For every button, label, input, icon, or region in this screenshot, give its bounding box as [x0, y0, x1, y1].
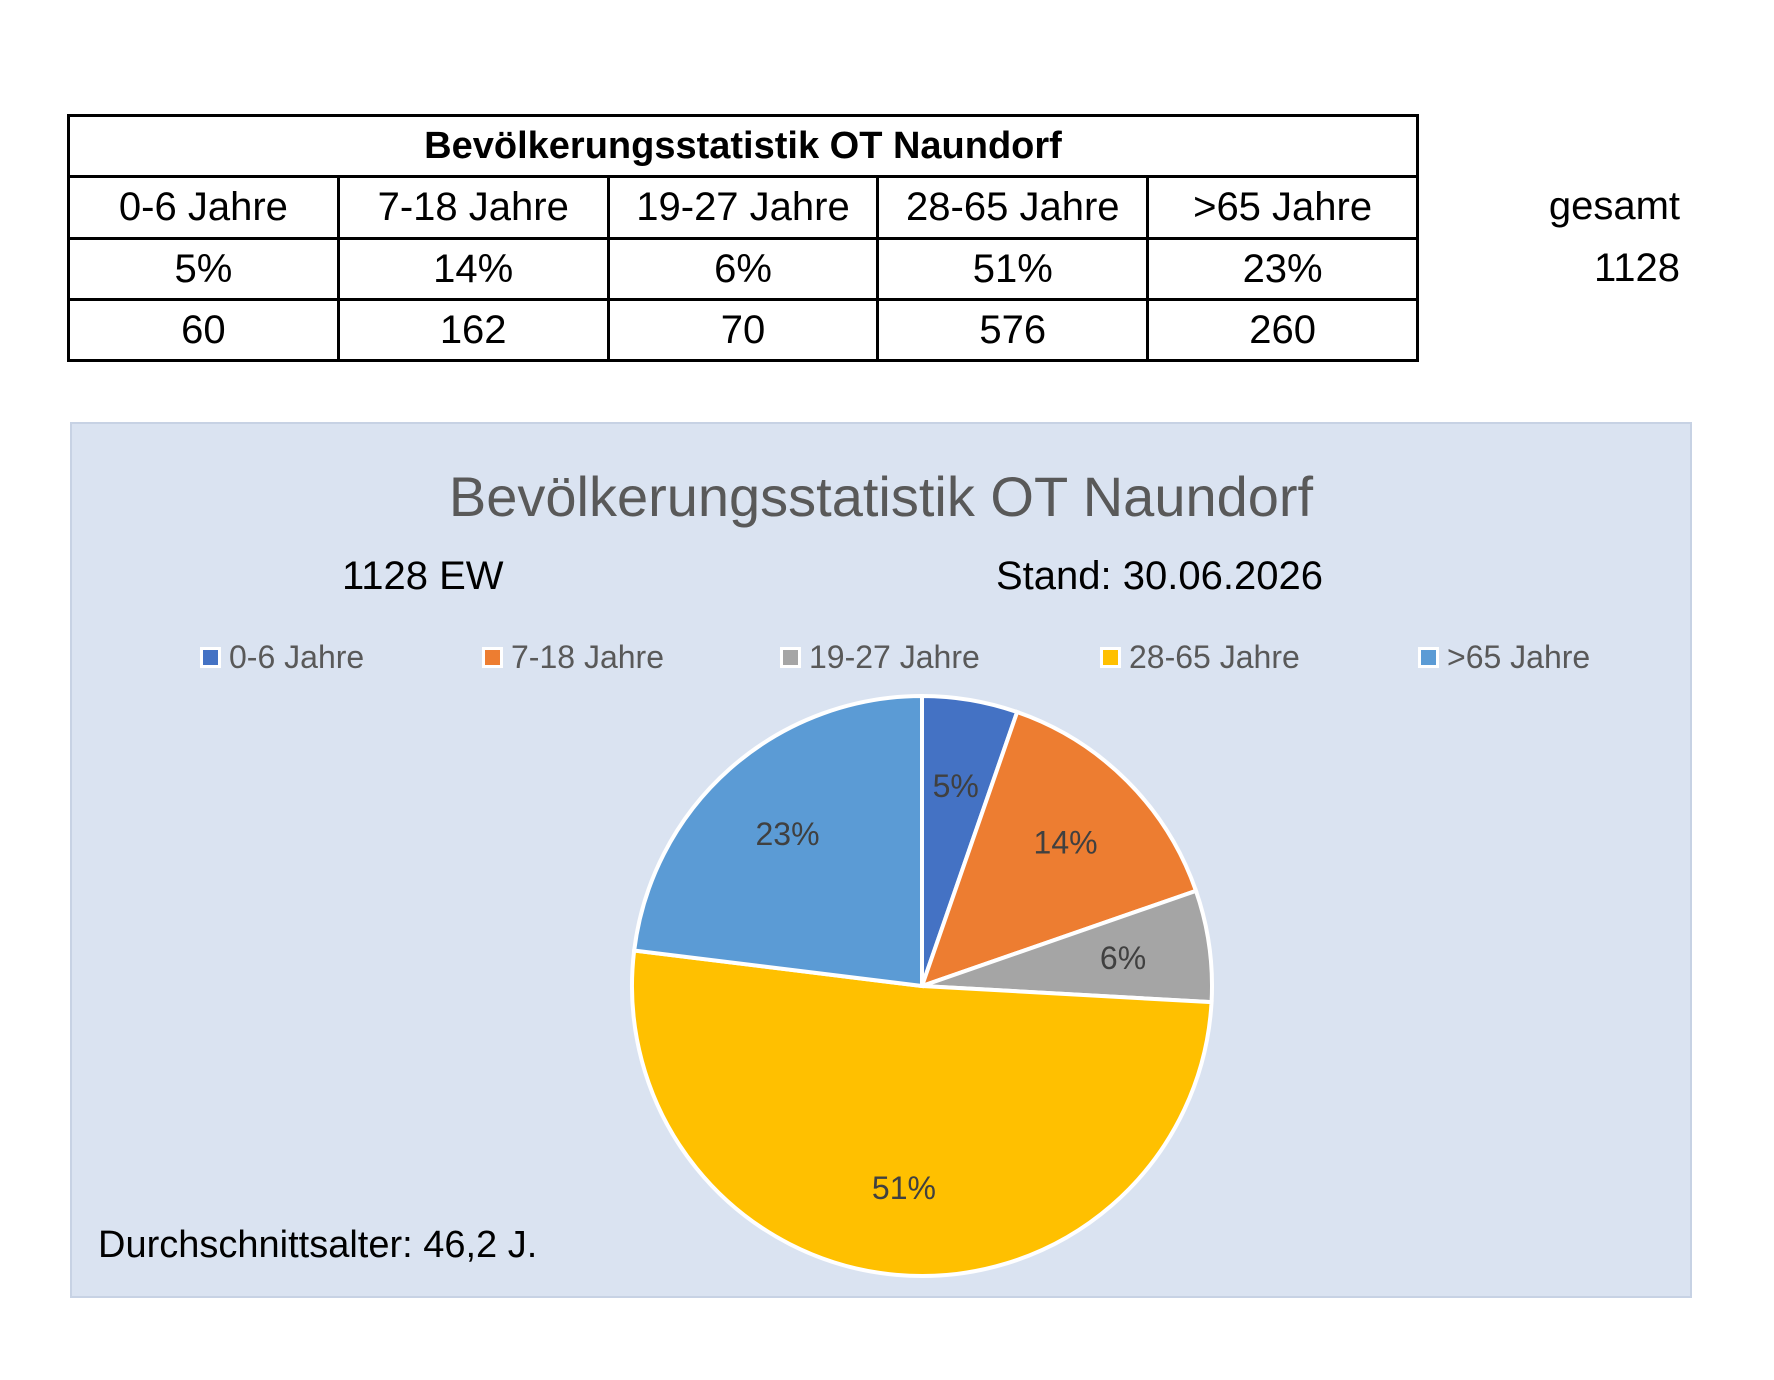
percent-cell: 5%: [67, 236, 340, 301]
statistics-table: Bevölkerungsstatistik OT Naundorf 0-6 Ja…: [67, 113, 1419, 363]
legend-item: >65 Jahre: [1418, 639, 1590, 676]
count-cell: 70: [606, 297, 880, 363]
legend-item: 19-27 Jahre: [780, 639, 980, 676]
count-row: 60 162 70 576 260: [67, 297, 1419, 363]
header-cell: 19-27 Jahre: [606, 175, 880, 240]
pie-data-label: 51%: [872, 1170, 936, 1206]
legend-label: 0-6 Jahre: [229, 639, 365, 675]
chart-title: Bevölkerungsstatistik OT Naundorf: [448, 465, 1314, 528]
header-row: 0-6 Jahre 7-18 Jahre 19-27 Jahre 28-65 J…: [67, 175, 1419, 240]
legend-item: 0-6 Jahre: [200, 639, 364, 676]
header-cell: >65 Jahre: [1146, 175, 1419, 240]
legend-item: 7-18 Jahre: [482, 639, 664, 676]
average-age-note: Durchschnittsalter: 46,2 J.: [98, 1224, 538, 1266]
pie-data-label: 5%: [933, 768, 979, 804]
count-cell: 260: [1146, 297, 1419, 363]
pie-slice: [630, 948, 1214, 1278]
legend-label: >65 Jahre: [1447, 639, 1591, 675]
legend-swatch: [482, 647, 503, 668]
legend-swatch: [1418, 647, 1439, 668]
legend-item: 28-65 Jahre: [1100, 639, 1300, 676]
count-cell: 60: [67, 297, 340, 363]
legend-swatch: [200, 647, 221, 668]
total-value: 1128: [1593, 246, 1680, 290]
pie-data-label: 23%: [755, 816, 819, 852]
chart-legend: 0-6 Jahre 7-18 Jahre 19-27 Jahre 28-65 Jahr…: [72, 639, 1690, 683]
pie-slice: [918, 709, 1199, 990]
legend-label: 19-27 Jahre: [809, 639, 980, 675]
percent-row: 5% 14% 6% 51% 23%: [67, 236, 1419, 301]
pie-chart: 5% 14% 6% 51% 23%: [630, 693, 1214, 1278]
header-cell: 28-65 Jahre: [876, 175, 1150, 240]
header-cell: 0-6 Jahre: [67, 175, 340, 240]
legend-swatch: [1100, 647, 1121, 668]
pie-data-label: 14%: [1034, 824, 1098, 860]
count-cell: 162: [336, 297, 610, 363]
count-cell: 576: [876, 297, 1150, 363]
legend-swatch: [780, 647, 801, 668]
pie-data-label: 6%: [1100, 940, 1146, 976]
total-label: gesamt: [1548, 184, 1680, 228]
percent-cell: 51%: [876, 236, 1150, 301]
chart-subtitle-residents: 1128 EW: [342, 554, 504, 598]
percent-cell: 6%: [606, 236, 880, 301]
legend-label: 7-18 Jahre: [511, 639, 664, 675]
legend-label: 28-65 Jahre: [1129, 639, 1300, 675]
header-cell: 7-18 Jahre: [336, 175, 610, 240]
pie-slice: [631, 693, 924, 989]
percent-cell: 14%: [336, 236, 610, 301]
table-title: Bevölkerungsstatistik OT Naundorf: [67, 113, 1419, 179]
percent-cell: 23%: [1146, 236, 1419, 301]
chart-subtitle-date: Stand: 30.06.2026: [996, 554, 1323, 598]
chart-panel: Bevölkerungsstatistik OT Naundorf 1128 E…: [70, 422, 1692, 1298]
